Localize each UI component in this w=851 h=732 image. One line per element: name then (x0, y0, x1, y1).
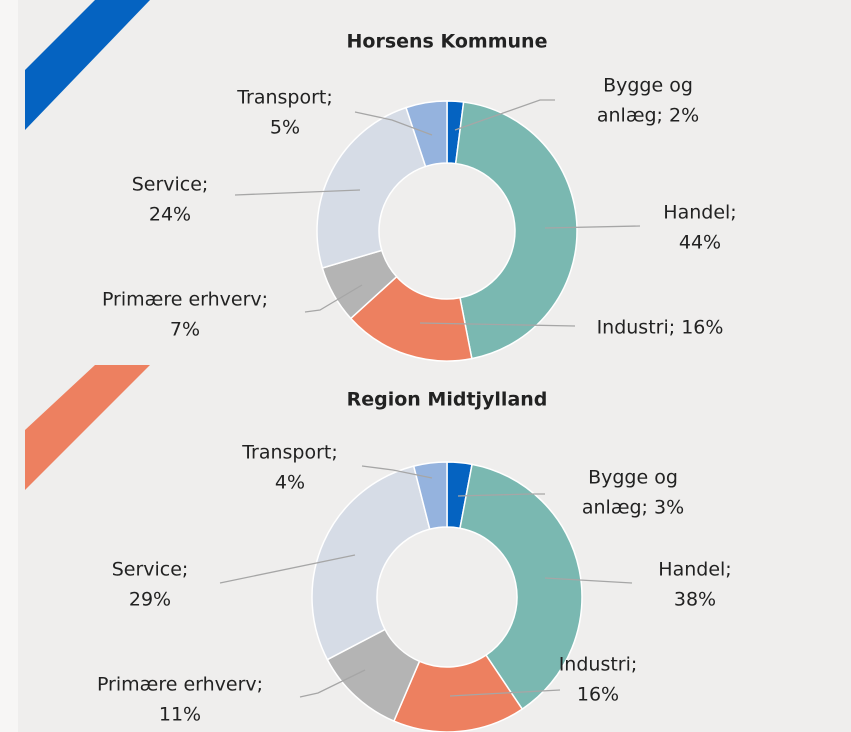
data-label: Service; (112, 559, 189, 581)
donut-slice (459, 463, 583, 711)
leader-line (454, 99, 555, 131)
data-label: 4% (275, 472, 305, 494)
data-label: 44% (679, 232, 721, 254)
data-label: Transport; (236, 87, 333, 109)
leader-line (234, 189, 361, 196)
data-label: Primære erhverv; (97, 674, 263, 696)
leader-line (219, 554, 356, 584)
data-label: anlæg; 2% (597, 105, 699, 127)
data-label: 11% (159, 704, 201, 726)
chart-title: Horsens Kommune (347, 31, 548, 53)
donut-slice (454, 101, 578, 360)
data-label: 5% (270, 117, 300, 139)
leader-line (299, 669, 366, 698)
data-label: 7% (170, 319, 200, 341)
leader-line (544, 577, 633, 584)
donut-slice (412, 461, 448, 531)
data-label: 29% (129, 589, 171, 611)
data-label: Bygge og (588, 467, 678, 489)
data-label: Primære erhverv; (102, 289, 268, 311)
data-label: Industri; (559, 654, 638, 676)
data-label: Handel; (663, 202, 736, 224)
data-label: Service; (132, 174, 209, 196)
data-label: Bygge og (603, 75, 693, 97)
leader-line (354, 111, 433, 136)
data-label: Transport; (241, 442, 338, 464)
data-label: Industri; 16% (597, 317, 724, 339)
decor-stripe (25, 365, 150, 490)
donut-slice (316, 106, 427, 269)
data-label: Handel; (658, 559, 731, 581)
leader-line (304, 284, 363, 313)
data-label: 24% (149, 204, 191, 226)
donut-slice (405, 100, 448, 168)
data-label: 38% (674, 589, 716, 611)
leader-line (544, 225, 641, 229)
leader-line (419, 322, 576, 327)
chart-title: Region Midtjylland (347, 389, 548, 411)
leader-line (361, 465, 433, 479)
donut-slice (311, 465, 431, 661)
leader-line (457, 493, 545, 497)
data-label: 16% (577, 684, 619, 706)
data-label: anlæg; 3% (582, 497, 684, 519)
decor-stripe (25, 0, 150, 130)
leader-line (449, 689, 561, 697)
